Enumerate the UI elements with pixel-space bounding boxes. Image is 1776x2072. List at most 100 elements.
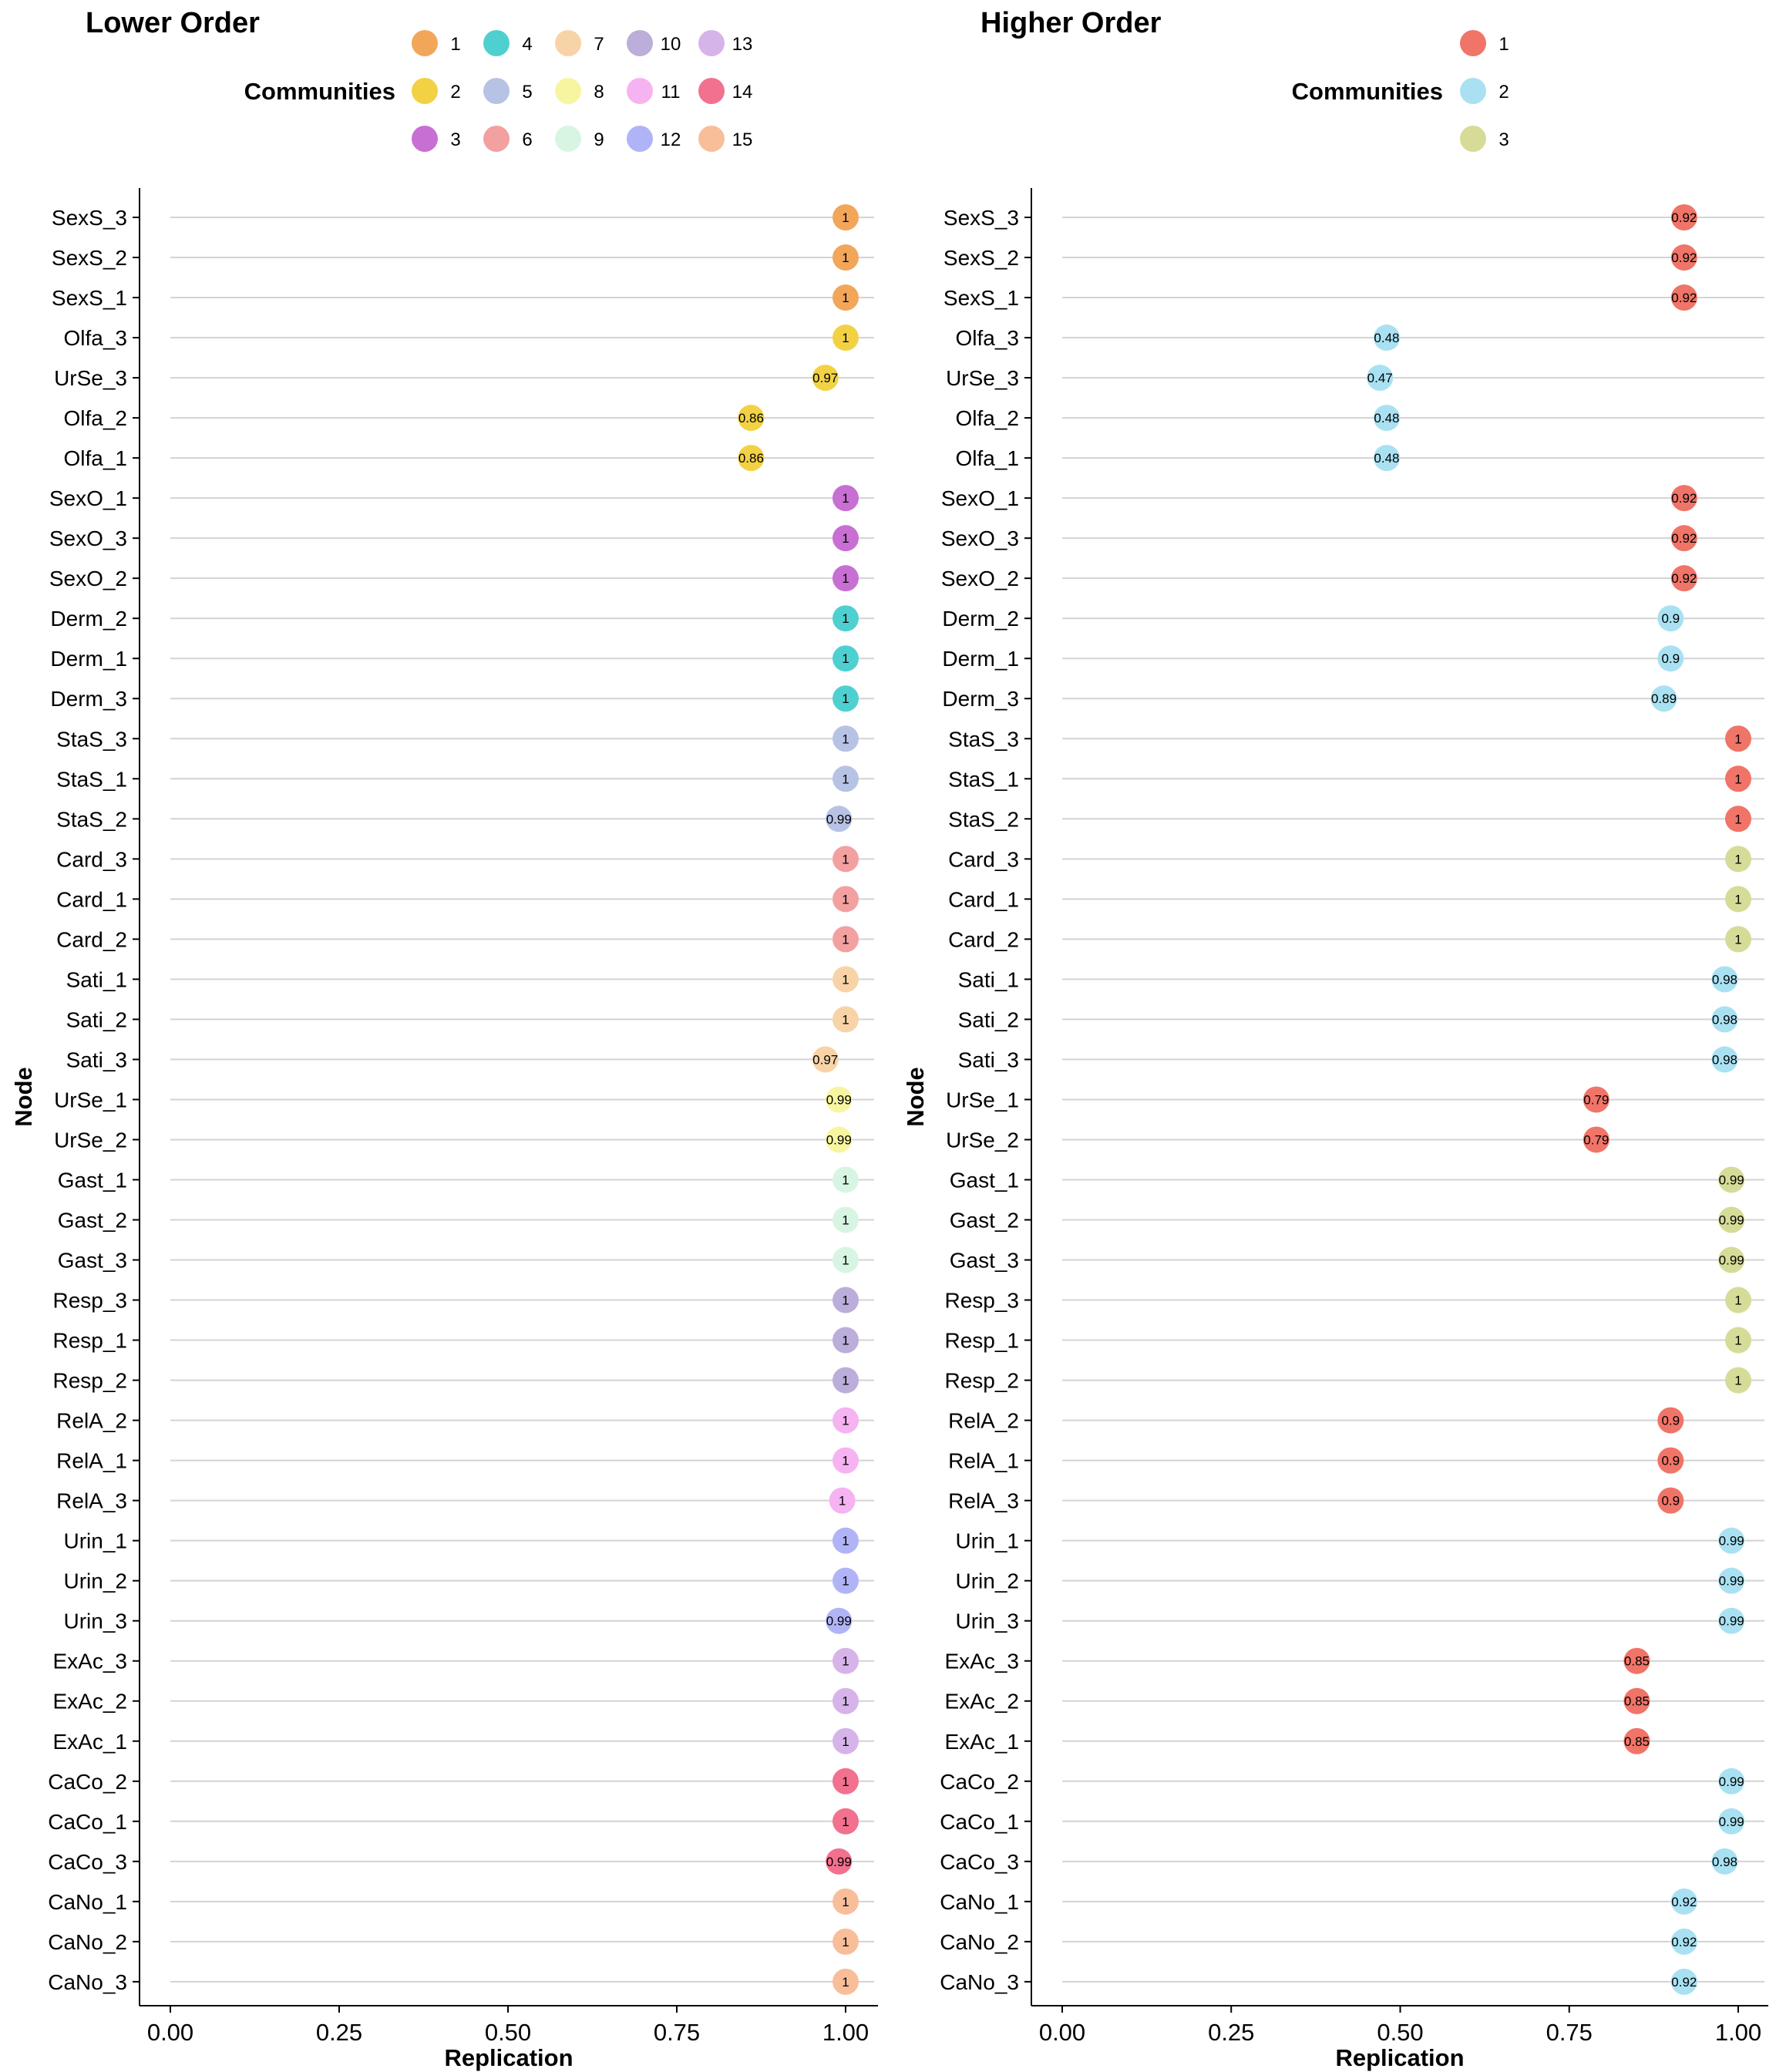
data-label: 0.98 xyxy=(1712,972,1737,987)
legend-swatch-12 xyxy=(627,126,653,152)
data-point xyxy=(832,325,859,352)
data-label: 1 xyxy=(842,331,849,345)
node-row: UrSe_2 0.79 xyxy=(946,1126,1764,1153)
data-point xyxy=(1583,1126,1610,1153)
data-label: 1 xyxy=(842,1374,849,1388)
y-tick-label: Derm_1 xyxy=(942,647,1019,671)
node-row: Gast_2 0.99 xyxy=(950,1206,1764,1233)
data-label: 1 xyxy=(842,291,849,305)
node-row: StaS_3 1 xyxy=(948,725,1764,752)
data-point xyxy=(1657,1407,1684,1434)
y-tick-label: CaCo_1 xyxy=(48,1810,127,1834)
data-point xyxy=(832,1287,859,1314)
y-tick-label: Derm_3 xyxy=(50,687,127,711)
data-point xyxy=(832,244,859,271)
y-tick-label: CaCo_3 xyxy=(940,1850,1019,1874)
legend-swatch-2 xyxy=(1460,78,1486,104)
data-point xyxy=(1623,1647,1650,1674)
legend-swatch-9 xyxy=(555,126,581,152)
data-label: 0.85 xyxy=(1624,1694,1650,1709)
data-point xyxy=(1718,1527,1745,1554)
data-point xyxy=(832,1166,859,1193)
legend-swatch-11 xyxy=(627,78,653,104)
data-point xyxy=(832,1768,859,1794)
data-point xyxy=(832,1206,859,1233)
legend-swatch-14 xyxy=(698,78,725,104)
y-tick-label: Derm_2 xyxy=(942,607,1019,631)
data-label: 1 xyxy=(842,1935,849,1949)
y-tick-label: CaCo_3 xyxy=(48,1850,127,1874)
y-tick-label: Card_1 xyxy=(948,887,1019,911)
y-tick-label: Olfa_3 xyxy=(64,326,128,350)
data-label: 0.99 xyxy=(1719,1574,1744,1589)
data-point xyxy=(1373,325,1400,352)
data-label: 1 xyxy=(842,1334,849,1348)
node-row: CaCo_3 0.99 xyxy=(48,1848,874,1875)
y-tick-label: CaNo_3 xyxy=(940,1970,1019,1994)
node-row: CaNo_3 0.92 xyxy=(940,1968,1764,1995)
legend-label-3: 3 xyxy=(450,130,460,150)
data-point xyxy=(1725,1367,1751,1394)
x-axis-title: Replication xyxy=(1335,2044,1464,2071)
node-row: Resp_3 1 xyxy=(52,1287,874,1314)
data-label: 0.86 xyxy=(738,451,764,466)
data-label: 1 xyxy=(1734,892,1741,906)
y-tick-label: Urin_1 xyxy=(956,1529,1019,1553)
data-label: 0.99 xyxy=(1719,1213,1744,1228)
x-tick-label: 0.25 xyxy=(316,2019,362,2046)
legend-swatch-7 xyxy=(555,30,581,56)
data-point xyxy=(832,1447,859,1474)
data-label: 1 xyxy=(842,1774,849,1789)
node-row: CaCo_3 0.98 xyxy=(940,1848,1764,1875)
data-point xyxy=(1711,1848,1738,1875)
legend-swatch-2 xyxy=(412,78,438,104)
y-tick-label: Urin_3 xyxy=(64,1610,127,1633)
node-row: SexS_3 0.92 xyxy=(944,204,1764,230)
y-tick-label: SexS_1 xyxy=(52,286,127,310)
y-tick-label: CaNo_2 xyxy=(48,1930,127,1954)
x-tick-label: 0.75 xyxy=(1546,2019,1593,2046)
data-label: 0.9 xyxy=(1661,1454,1680,1468)
y-tick-label: UrSe_3 xyxy=(54,366,127,390)
data-point xyxy=(832,1407,859,1434)
node-row: Derm_1 1 xyxy=(50,645,874,672)
y-tick-label: Sati_1 xyxy=(958,967,1019,991)
data-point xyxy=(1650,685,1677,712)
legend-label-7: 7 xyxy=(594,34,604,55)
legend-label-10: 10 xyxy=(661,34,681,55)
node-row: Card_3 1 xyxy=(948,846,1764,873)
y-tick-label: Urin_2 xyxy=(956,1569,1019,1593)
data-label: 0.92 xyxy=(1671,1975,1697,1990)
data-point xyxy=(832,966,859,993)
y-tick-label: StaS_2 xyxy=(948,807,1019,831)
y-tick-label: CaCo_2 xyxy=(940,1770,1019,1794)
legend: Communities 1 2 3 xyxy=(1292,30,1509,152)
legend-swatch-3 xyxy=(412,126,438,152)
data-point xyxy=(832,485,859,512)
data-label: 0.92 xyxy=(1671,210,1697,225)
legend-swatch-8 xyxy=(555,78,581,104)
legend-label-9: 9 xyxy=(594,130,604,150)
node-row: Derm_3 0.89 xyxy=(942,685,1764,712)
node-row: CaCo_1 0.99 xyxy=(940,1808,1764,1835)
data-point xyxy=(1725,765,1751,792)
node-row: Urin_2 0.99 xyxy=(956,1567,1764,1594)
data-point xyxy=(1711,1006,1738,1033)
node-row: Card_2 1 xyxy=(948,926,1764,953)
data-label: 0.97 xyxy=(812,371,838,385)
data-point xyxy=(1657,1487,1684,1514)
y-tick-label: Derm_3 xyxy=(942,687,1019,711)
node-row: CaCo_2 1 xyxy=(48,1768,874,1794)
data-point xyxy=(832,1968,859,1995)
y-tick-label: Sati_3 xyxy=(958,1048,1019,1071)
data-point xyxy=(826,1126,853,1153)
data-point xyxy=(829,1487,856,1514)
node-row: Resp_2 1 xyxy=(52,1367,874,1394)
node-row: Gast_1 1 xyxy=(58,1166,874,1193)
y-tick-label: SexO_1 xyxy=(941,486,1019,510)
x-tick-label: 1.00 xyxy=(1715,2019,1761,2046)
y-tick-label: SexO_2 xyxy=(941,567,1019,590)
y-tick-label: Resp_2 xyxy=(944,1369,1019,1393)
node-row: Urin_3 0.99 xyxy=(64,1607,874,1634)
